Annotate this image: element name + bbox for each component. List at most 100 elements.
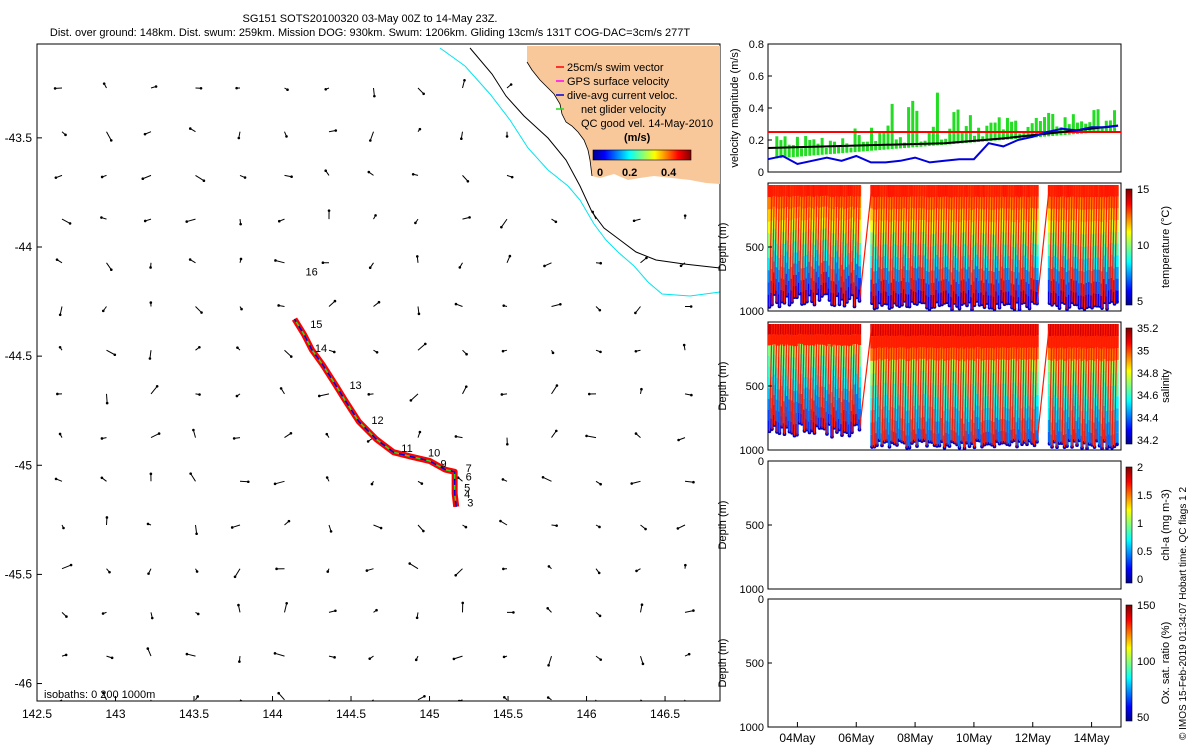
- day-label: 7: [466, 463, 472, 475]
- velocity-y-tick-label: 0: [758, 167, 764, 179]
- current-arrow: [147, 568, 152, 575]
- current-arrow: [239, 174, 247, 179]
- current-arrow: [373, 608, 378, 613]
- temperature-ylabel: Depth (m): [717, 223, 729, 272]
- current-arrow: [640, 524, 647, 531]
- day-label: 15: [310, 319, 322, 331]
- current-arrow: [58, 699, 63, 701]
- chla-colorbar-label: chl-a (mg m-3): [1160, 489, 1172, 561]
- coastline-isobath-200: [439, 47, 720, 297]
- current-arrow: [640, 603, 644, 613]
- current-arrow: [417, 87, 425, 96]
- current-arrow: [230, 524, 241, 529]
- current-arrow: [462, 349, 468, 356]
- day-label: 16: [305, 266, 317, 278]
- current-arrow: [284, 349, 293, 358]
- salinity-colorbar-tick: 34.4: [1137, 413, 1158, 425]
- map-x-tick-label: 146.5: [650, 707, 680, 721]
- current-arrow: [462, 385, 468, 395]
- chla-colorbar-tick: 0.5: [1137, 546, 1152, 558]
- current-arrow: [284, 131, 288, 138]
- oxsat-colorbar-tick: 100: [1137, 656, 1155, 668]
- current-arrow: [452, 655, 463, 661]
- current-arrow: [105, 516, 109, 526]
- current-arrow: [58, 432, 63, 438]
- current-arrow: [502, 567, 508, 571]
- current-arrow: [506, 174, 514, 179]
- temperature-colorbar: [1125, 188, 1133, 306]
- map-x-tick-label: 145.5: [493, 707, 523, 721]
- velocity-y-ticks: 0 0.2 0.4 0.6 0.8: [749, 39, 772, 179]
- current-arrow: [634, 349, 641, 353]
- current-arrow: [58, 345, 63, 351]
- current-arrow: [185, 652, 196, 657]
- legend-cbar-tick-1: 0.2: [622, 167, 637, 179]
- current-arrow: [587, 392, 597, 396]
- current-arrow: [417, 480, 424, 485]
- salinity-colorbar-tick: 34.8: [1137, 368, 1158, 380]
- day-label: 6: [466, 472, 472, 484]
- current-arrow: [100, 216, 107, 220]
- current-arrow: [195, 345, 201, 351]
- current-arrow: [499, 519, 508, 526]
- temperature-y-tick-label: 500: [746, 242, 764, 254]
- current-arrow: [547, 655, 552, 667]
- current-arrow: [595, 612, 602, 618]
- legend-colorbar: [592, 149, 692, 161]
- current-arrow: [328, 655, 336, 659]
- current-arrow: [546, 696, 552, 701]
- glider-track: [291, 317, 460, 508]
- time-tick-label: 06May: [838, 731, 874, 745]
- current-arrow: [415, 255, 419, 263]
- current-arrow: [102, 82, 107, 89]
- map-x-tick-label: 143.5: [179, 707, 209, 721]
- current-arrow: [189, 472, 196, 482]
- salinity-y-tick-label: 1000: [740, 445, 764, 457]
- current-arrow: [551, 524, 558, 527]
- current-arrow: [414, 218, 419, 225]
- salinity-profiles: [767, 323, 1119, 451]
- day-label: 3: [467, 498, 473, 510]
- salinity-colorbar: [1125, 327, 1133, 445]
- current-arrow: [367, 393, 374, 396]
- salinity-colorbar-tick: 35.2: [1137, 323, 1158, 335]
- oxsat-frame: [767, 598, 1122, 728]
- map-y-tick-label: -44.5: [5, 349, 33, 363]
- day-label: 13: [349, 380, 361, 392]
- chla-y-tick-label: 0: [758, 456, 764, 468]
- current-arrow: [454, 568, 463, 577]
- current-arrow: [368, 262, 374, 270]
- time-tick-label: 10May: [956, 731, 992, 745]
- chla-frame: [767, 460, 1122, 590]
- current-arrow: [500, 393, 508, 396]
- map-y-tick-label: -44: [15, 240, 33, 254]
- tasmania-coast: [526, 61, 593, 177]
- current-arrow: [239, 257, 243, 263]
- current-arrow: [284, 601, 288, 613]
- day-label: 11: [401, 443, 412, 455]
- current-arrow: [284, 432, 293, 439]
- current-arrow: [106, 262, 113, 272]
- oxsat-y-tick-label: 0: [758, 594, 764, 606]
- isobath-1000: [469, 47, 720, 269]
- current-arrow: [373, 87, 376, 98]
- current-arrow: [61, 131, 67, 137]
- oxsat-colorbar-label: Ox. sat. ratio (%): [1160, 622, 1172, 705]
- current-arrow: [149, 301, 153, 307]
- current-arrow: [106, 655, 114, 660]
- temperature-y-tick-label: 1000: [740, 306, 764, 318]
- current-arrow: [106, 568, 111, 574]
- temperature-profiles: [767, 184, 1119, 312]
- current-arrow: [149, 262, 152, 269]
- current-arrow: [101, 611, 107, 615]
- current-arrow: [274, 259, 285, 264]
- oxsat-colorbar-tick: 50: [1137, 712, 1149, 724]
- current-arrow: [58, 306, 63, 317]
- current-arrow: [195, 306, 203, 314]
- current-arrow: [143, 218, 152, 223]
- current-arrow: [417, 127, 422, 132]
- current-arrow: [327, 209, 331, 220]
- current-arrow: [462, 175, 470, 183]
- current-arrow: [149, 472, 153, 482]
